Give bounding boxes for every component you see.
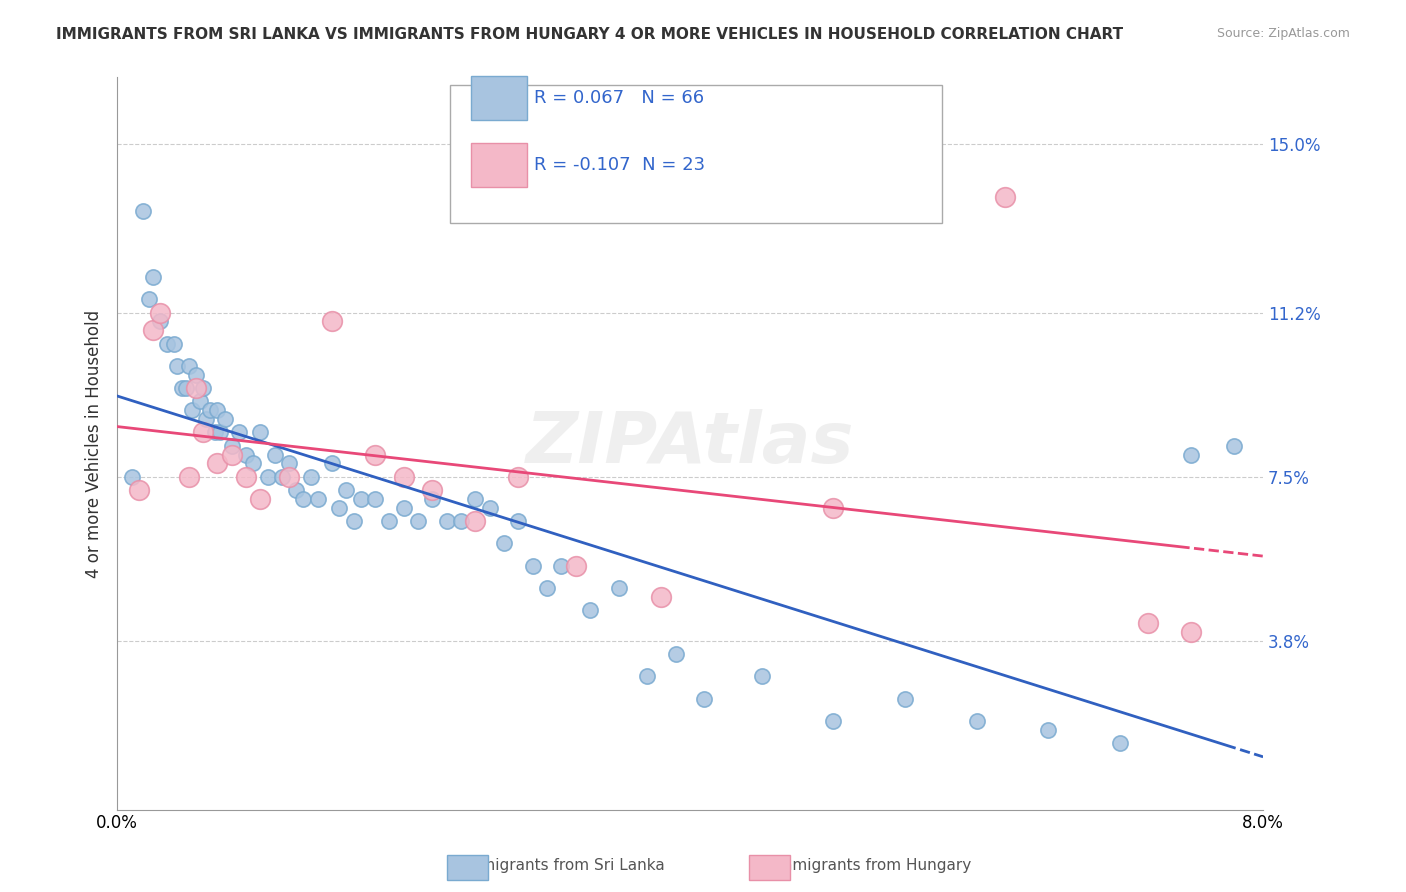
Immigrants from Hungary — [149, 305, 172, 319]
Immigrants from Sri Lanka — [209, 425, 232, 440]
Immigrants from Sri Lanka — [149, 314, 172, 328]
Y-axis label: 4 or more Vehicles in Household: 4 or more Vehicles in Household — [86, 310, 103, 577]
Immigrants from Sri Lanka — [188, 394, 211, 409]
Immigrants from Hungary — [994, 190, 1017, 204]
Immigrants from Sri Lanka — [166, 359, 188, 373]
Immigrants from Sri Lanka — [579, 603, 602, 617]
Immigrants from Sri Lanka — [163, 336, 186, 351]
Immigrants from Sri Lanka — [121, 469, 143, 483]
Immigrants from Sri Lanka — [693, 691, 716, 706]
Immigrants from Sri Lanka — [966, 714, 988, 728]
Immigrants from Sri Lanka — [263, 448, 285, 462]
Immigrants from Sri Lanka — [177, 359, 200, 373]
Immigrants from Sri Lanka — [378, 514, 401, 528]
Immigrants from Sri Lanka — [823, 714, 845, 728]
Immigrants from Hungary — [321, 314, 343, 328]
Immigrants from Sri Lanka — [665, 647, 688, 661]
Immigrants from Hungary — [392, 469, 415, 483]
Immigrants from Sri Lanka — [350, 491, 373, 506]
Immigrants from Sri Lanka — [335, 483, 357, 497]
Immigrants from Sri Lanka — [492, 536, 515, 550]
Immigrants from Hungary — [1137, 616, 1160, 631]
Immigrants from Sri Lanka — [508, 514, 530, 528]
Immigrants from Sri Lanka — [464, 491, 486, 506]
Immigrants from Sri Lanka — [342, 514, 364, 528]
Immigrants from Sri Lanka — [132, 203, 155, 218]
Immigrants from Sri Lanka — [184, 368, 207, 382]
Immigrants from Sri Lanka — [536, 581, 558, 595]
Immigrants from Sri Lanka — [249, 425, 271, 440]
Immigrants from Sri Lanka — [138, 293, 160, 307]
Immigrants from Sri Lanka — [195, 412, 218, 426]
Immigrants from Sri Lanka — [751, 669, 773, 683]
Immigrants from Sri Lanka — [636, 669, 658, 683]
Immigrants from Hungary — [191, 425, 214, 440]
Text: R = 0.067   N = 66: R = 0.067 N = 66 — [534, 89, 704, 107]
Immigrants from Sri Lanka — [142, 270, 165, 285]
Immigrants from Sri Lanka — [214, 412, 236, 426]
Immigrants from Sri Lanka — [299, 469, 322, 483]
Immigrants from Hungary — [1180, 625, 1202, 640]
Immigrants from Sri Lanka — [271, 469, 294, 483]
Immigrants from Hungary — [823, 500, 845, 515]
Immigrants from Hungary — [207, 457, 229, 471]
Immigrants from Sri Lanka — [200, 403, 222, 417]
Text: Immigrants from Sri Lanka: Immigrants from Sri Lanka — [461, 858, 664, 872]
Immigrants from Sri Lanka — [1038, 723, 1060, 737]
Immigrants from Sri Lanka — [292, 491, 315, 506]
Immigrants from Sri Lanka — [406, 514, 429, 528]
Text: Immigrants from Hungary: Immigrants from Hungary — [772, 858, 972, 872]
Immigrants from Hungary — [221, 448, 243, 462]
Immigrants from Sri Lanka — [550, 558, 572, 573]
Immigrants from Sri Lanka — [174, 381, 197, 395]
Immigrants from Sri Lanka — [307, 491, 329, 506]
Immigrants from Sri Lanka — [256, 469, 278, 483]
Immigrants from Sri Lanka — [478, 500, 501, 515]
Immigrants from Sri Lanka — [321, 457, 343, 471]
Text: R = -0.107  N = 23: R = -0.107 N = 23 — [534, 156, 706, 174]
Immigrants from Sri Lanka — [191, 381, 214, 395]
Immigrants from Hungary — [184, 381, 207, 395]
Immigrants from Sri Lanka — [235, 448, 257, 462]
Immigrants from Sri Lanka — [204, 425, 226, 440]
Immigrants from Sri Lanka — [221, 439, 243, 453]
Immigrants from Hungary — [508, 469, 530, 483]
Immigrants from Hungary — [142, 323, 165, 337]
Immigrants from Sri Lanka — [207, 403, 229, 417]
Immigrants from Sri Lanka — [228, 425, 250, 440]
Immigrants from Hungary — [564, 558, 586, 573]
Immigrants from Sri Lanka — [364, 491, 387, 506]
Immigrants from Sri Lanka — [328, 500, 350, 515]
Immigrants from Sri Lanka — [436, 514, 458, 528]
Immigrants from Sri Lanka — [285, 483, 308, 497]
Immigrants from Sri Lanka — [278, 457, 301, 471]
Immigrants from Hungary — [364, 448, 387, 462]
Text: IMMIGRANTS FROM SRI LANKA VS IMMIGRANTS FROM HUNGARY 4 OR MORE VEHICLES IN HOUSE: IMMIGRANTS FROM SRI LANKA VS IMMIGRANTS … — [56, 27, 1123, 42]
Immigrants from Hungary — [278, 469, 301, 483]
Immigrants from Sri Lanka — [894, 691, 917, 706]
Immigrants from Hungary — [420, 483, 443, 497]
Immigrants from Hungary — [128, 483, 150, 497]
Immigrants from Sri Lanka — [170, 381, 193, 395]
Immigrants from Sri Lanka — [1223, 439, 1246, 453]
Immigrants from Sri Lanka — [420, 491, 443, 506]
Immigrants from Hungary — [235, 469, 257, 483]
Immigrants from Sri Lanka — [392, 500, 415, 515]
Immigrants from Sri Lanka — [450, 514, 472, 528]
Immigrants from Sri Lanka — [1180, 448, 1202, 462]
Text: Source: ZipAtlas.com: Source: ZipAtlas.com — [1216, 27, 1350, 40]
Immigrants from Sri Lanka — [607, 581, 630, 595]
Immigrants from Hungary — [249, 491, 271, 506]
Immigrants from Sri Lanka — [180, 403, 202, 417]
Immigrants from Sri Lanka — [242, 457, 264, 471]
Immigrants from Sri Lanka — [1108, 736, 1130, 750]
Immigrants from Sri Lanka — [156, 336, 179, 351]
Immigrants from Hungary — [650, 590, 672, 604]
Immigrants from Sri Lanka — [522, 558, 544, 573]
Text: ZIPAtlas: ZIPAtlas — [526, 409, 855, 478]
Immigrants from Hungary — [177, 469, 200, 483]
Immigrants from Hungary — [464, 514, 486, 528]
